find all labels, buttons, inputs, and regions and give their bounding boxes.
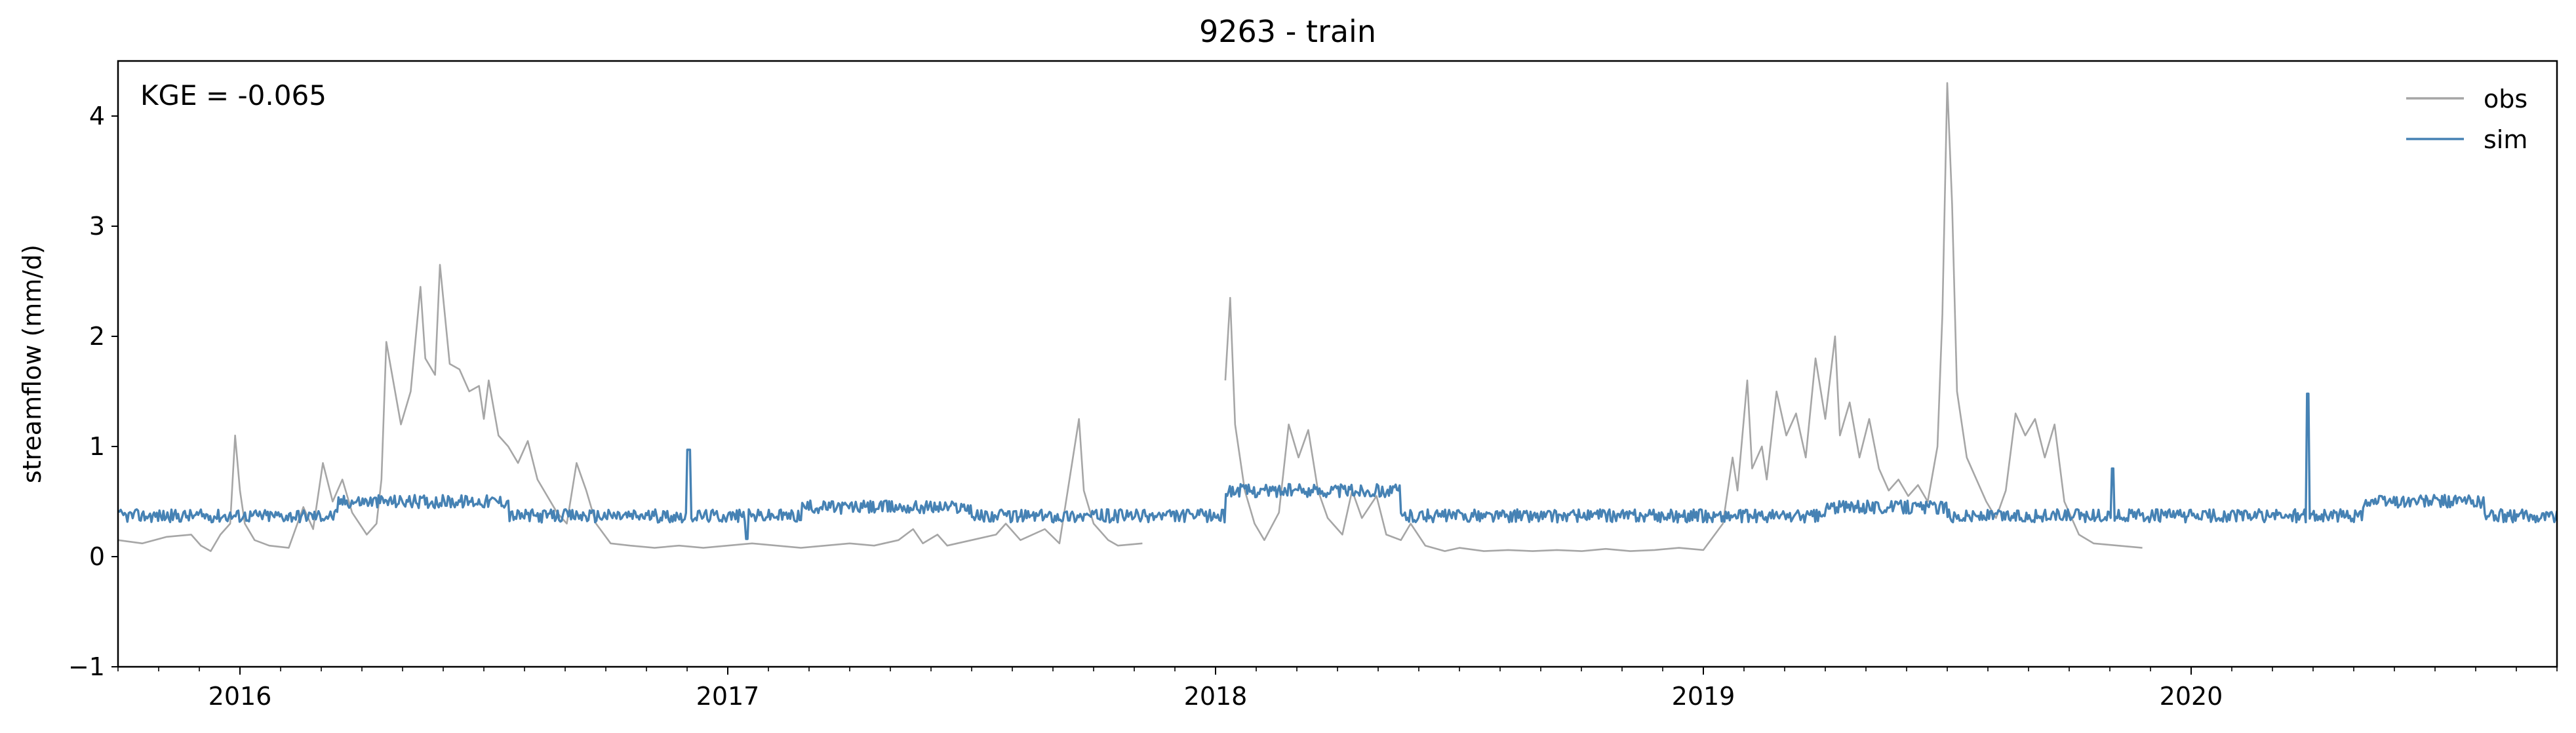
x-tick-label: 2016 bbox=[208, 682, 272, 711]
y-axis-label: streamflow (mm/d) bbox=[18, 245, 47, 483]
kge-annotation: KGE = -0.065 bbox=[140, 79, 327, 111]
series-line-obs bbox=[1224, 82, 2143, 552]
y-axis: −1 0 1 2 3 4 bbox=[68, 102, 118, 681]
plot-frame bbox=[117, 60, 2558, 668]
y-tick-label: 0 bbox=[89, 542, 105, 571]
y-tick-label: −1 bbox=[68, 652, 105, 681]
x-axis: 2016 2017 2018 2019 2020 bbox=[117, 667, 2558, 711]
y-tick-label: 3 bbox=[89, 212, 105, 241]
legend-sim-label: sim bbox=[2484, 125, 2527, 154]
legend-obs-label: obs bbox=[2484, 85, 2527, 113]
series-line-sim bbox=[118, 392, 2557, 540]
series-layer bbox=[118, 82, 2557, 552]
x-tick-label: 2018 bbox=[1184, 682, 1248, 711]
y-tick-label: 1 bbox=[89, 432, 105, 461]
y-tick-label: 4 bbox=[89, 102, 105, 130]
legend: obs sim bbox=[2406, 85, 2527, 154]
x-tick-label: 2017 bbox=[696, 682, 760, 711]
series-line-obs bbox=[118, 264, 1143, 552]
chart-title: 9263 - train bbox=[1199, 14, 1376, 49]
x-tick-label: 2019 bbox=[1672, 682, 1735, 711]
y-tick-label: 2 bbox=[89, 322, 105, 351]
x-tick-label: 2020 bbox=[2160, 682, 2223, 711]
